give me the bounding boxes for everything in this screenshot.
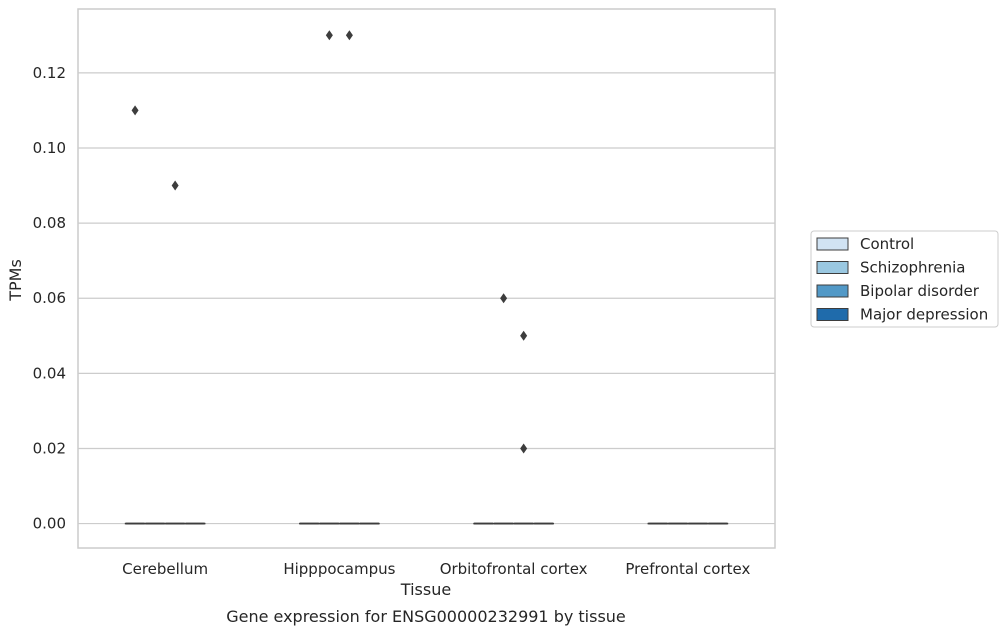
plot-frame xyxy=(77,8,776,549)
outlier-point xyxy=(131,105,139,116)
outlier-point xyxy=(520,330,528,341)
y-tick-label: 0.04 xyxy=(33,364,66,382)
x-tick-labels: Cerebellum Hipppocampus Orbitofrontal cort… xyxy=(122,560,750,578)
x-tick-label: Hipppocampus xyxy=(283,560,395,578)
x-tick-label: Orbitofrontal cortex xyxy=(440,560,588,578)
x-tick-label: Cerebellum xyxy=(122,560,208,578)
plot-area xyxy=(78,9,775,548)
y-tick-label: 0.12 xyxy=(33,64,66,82)
legend-swatch xyxy=(816,308,849,321)
outlier-point xyxy=(345,30,353,41)
legend-swatch xyxy=(816,237,849,251)
legend-label: Control xyxy=(860,235,914,253)
legend-label: Major depression xyxy=(860,306,988,324)
y-tick-label: 0.10 xyxy=(33,139,66,157)
chart-title: Gene expression for ENSG00000232991 by t… xyxy=(226,607,626,626)
outlier-point xyxy=(500,293,508,304)
legend-swatch xyxy=(816,284,849,298)
legend-label: Schizophrenia xyxy=(860,259,965,277)
y-tick-labels: 0.00 0.02 0.04 0.06 0.08 0.10 0.12 xyxy=(33,64,66,533)
outlier-point xyxy=(171,180,179,191)
legend-swatch xyxy=(816,261,849,274)
y-tick-label: 0.06 xyxy=(33,289,66,307)
y-tick-label: 0.00 xyxy=(33,515,66,533)
y-tick-label: 0.08 xyxy=(33,214,66,232)
legend-label: Bipolar disorder xyxy=(860,282,980,300)
gridlines xyxy=(78,72,775,525)
y-tick-label: 0.02 xyxy=(33,439,66,457)
legend: Control Schizophrenia Bipolar disorder Majo… xyxy=(810,230,999,328)
x-tick-label: Prefrontal cortex xyxy=(625,560,750,578)
x-axis-label: Tissue xyxy=(400,580,451,599)
y-axis-label: TPMs xyxy=(6,259,25,302)
outlier-point xyxy=(520,443,528,454)
outlier-point xyxy=(325,30,333,41)
outliers-group xyxy=(131,30,528,454)
legend-frame xyxy=(810,230,999,328)
